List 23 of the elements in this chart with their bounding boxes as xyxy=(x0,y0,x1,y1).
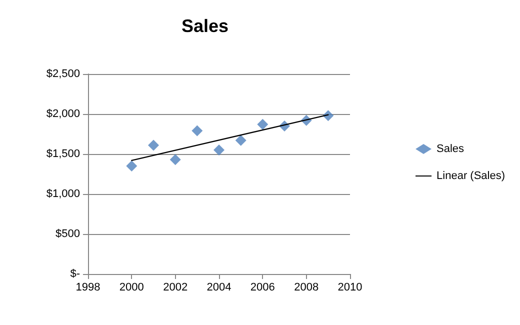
legend-label: Sales xyxy=(436,143,465,155)
y-tick-label: $1,500 xyxy=(46,148,80,160)
y-tick-label: $1,000 xyxy=(46,188,80,200)
point xyxy=(148,140,159,151)
point xyxy=(214,144,224,156)
x-tick-label: 2006 xyxy=(250,282,275,294)
y-tick-label: $500 xyxy=(56,228,80,240)
y-tick-label: $- xyxy=(70,268,80,280)
point xyxy=(235,134,246,146)
x-tick-label: 2000 xyxy=(119,282,144,294)
x-tick-label: 2008 xyxy=(294,282,319,294)
x-tick-label: 2004 xyxy=(206,282,232,294)
x-tick-label: 1998 xyxy=(76,282,100,294)
y-tick-label: $2,500 xyxy=(46,68,80,80)
point xyxy=(257,118,268,130)
point xyxy=(170,154,181,166)
x-tick-label: 2010 xyxy=(338,282,362,294)
x-tick-label: 2002 xyxy=(163,282,188,294)
point xyxy=(192,125,203,136)
chart-title: Sales xyxy=(181,16,229,36)
y-tick-label: $2,000 xyxy=(46,108,80,120)
point xyxy=(126,160,138,172)
legend-label: Linear (Sales) xyxy=(436,170,506,182)
